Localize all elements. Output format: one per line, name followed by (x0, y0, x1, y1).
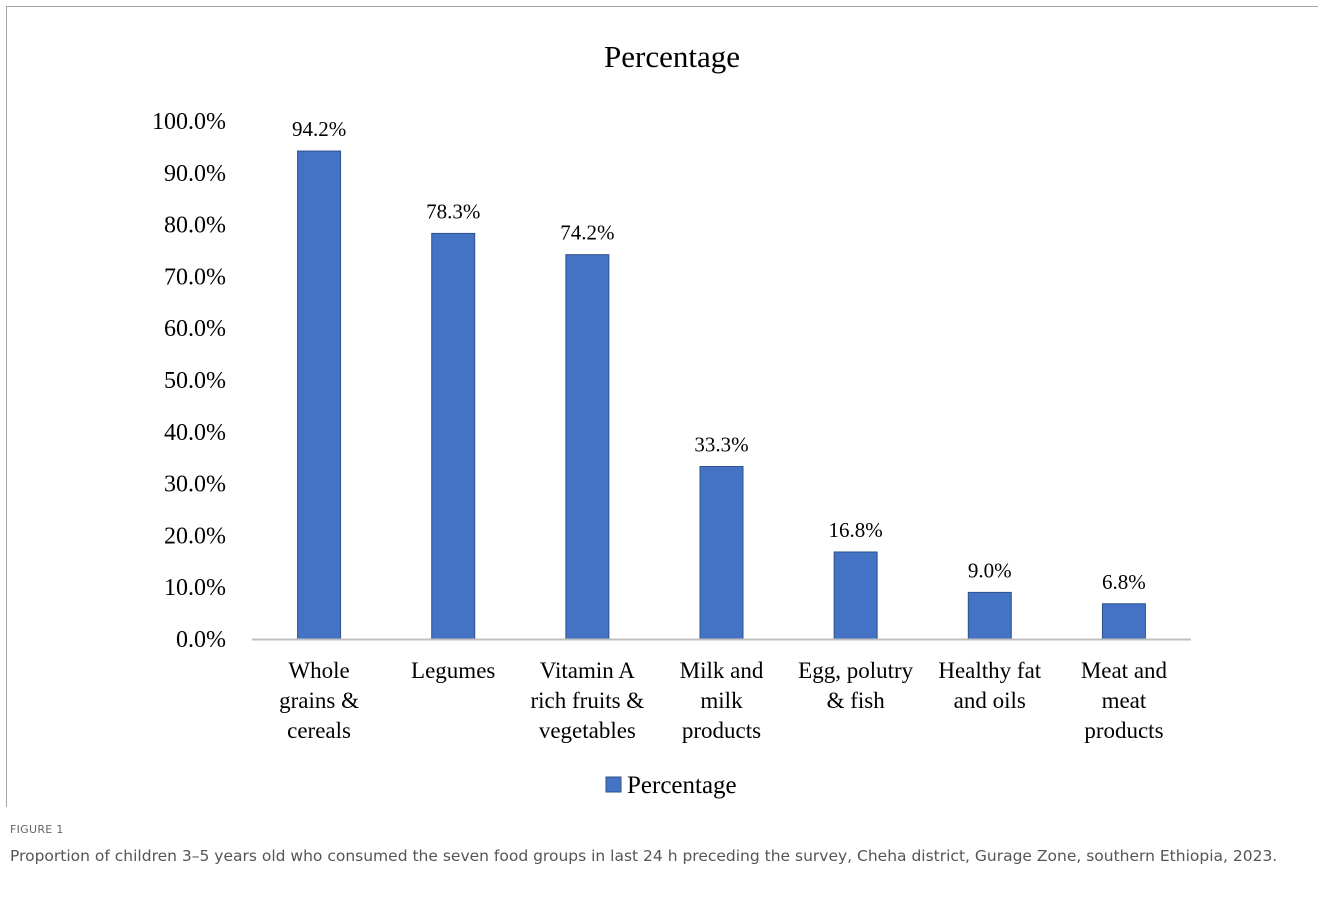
legend: Percentage (605, 772, 737, 799)
figure-caption: Proportion of children 3–5 years old who… (10, 847, 1278, 865)
data-label: 33.3% (694, 433, 748, 457)
bar (833, 551, 878, 640)
y-tick-label: 60.0% (164, 316, 226, 342)
bar (699, 466, 744, 640)
data-label: 94.2% (292, 117, 346, 141)
figure-label: FIGURE 1 (10, 823, 64, 836)
bar-chart: Percentage 0.0% 10.0% 20.0% 30.0% 40.0% 50.0%… (152, 39, 1191, 799)
data-label: 78.3% (426, 199, 480, 223)
bar (565, 254, 610, 640)
category-label: Whole grains & cereals (279, 658, 359, 743)
data-label: 6.8% (1102, 570, 1146, 594)
legend-entry: Percentage (627, 772, 737, 799)
category-label: Healthy fat and oils (938, 658, 1041, 713)
bar (431, 232, 476, 640)
category-label: Legumes (411, 658, 495, 683)
category-label: Meat and meat products (1081, 658, 1168, 743)
bar (1101, 603, 1146, 640)
y-tick-label: 50.0% (164, 368, 226, 394)
category-label: Milk and milk products (680, 658, 764, 743)
y-tick-label: 80.0% (164, 213, 226, 239)
legend-swatch (605, 776, 622, 793)
y-tick-label: 30.0% (164, 472, 226, 498)
bar (967, 591, 1012, 640)
data-label: 9.0% (968, 558, 1012, 582)
y-axis-ticks: 0.0% 10.0% 20.0% 30.0% 40.0% 50.0% 60.0% 70.0% 8… (152, 109, 226, 653)
y-tick-label: 0.0% (176, 627, 226, 653)
chart-title: Percentage (604, 39, 740, 74)
y-tick-label: 70.0% (164, 264, 226, 290)
category-label: Egg, polutry & fish (798, 658, 913, 713)
y-tick-label: 20.0% (164, 523, 226, 549)
data-label: 74.2% (560, 221, 614, 245)
chart-frame (6, 6, 1318, 807)
bars (297, 150, 1146, 640)
y-tick-label: 90.0% (164, 161, 226, 187)
data-label: 16.8% (829, 518, 883, 542)
y-tick-label: 10.0% (164, 575, 226, 601)
bar (297, 150, 342, 640)
y-tick-label: 100.0% (152, 109, 226, 135)
data-labels: 94.2% 78.3% 74.2% 33.3% 16.8% 9.0% 6.8% (292, 117, 1146, 594)
y-tick-label: 40.0% (164, 420, 226, 446)
